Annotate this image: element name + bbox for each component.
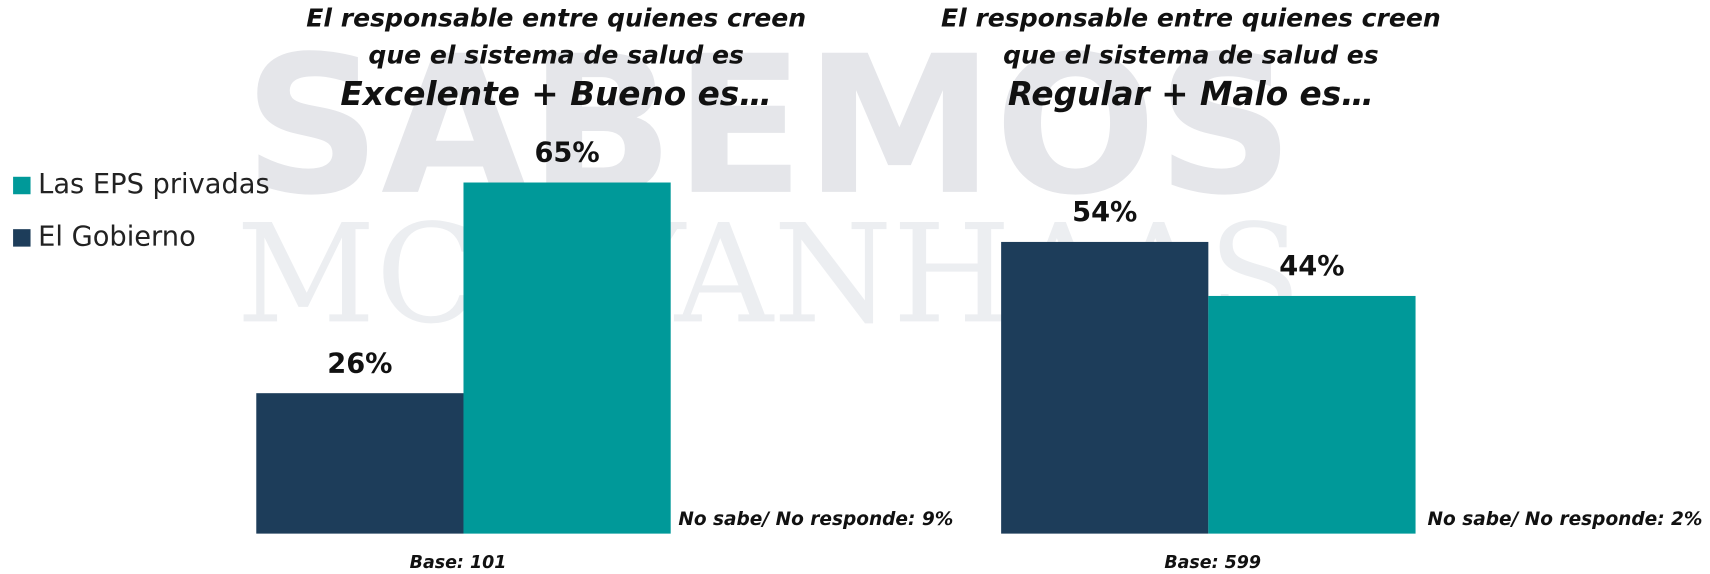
legend-label: El Gobierno <box>38 221 196 252</box>
bar <box>463 182 671 534</box>
annotation: Base: 101 <box>410 553 507 573</box>
chart-title: que el sistema de salud es <box>368 41 744 70</box>
data-label: 65% <box>534 138 599 169</box>
chart-subtitle: Regular + Malo es… <box>1008 75 1374 113</box>
bar <box>1001 241 1209 534</box>
chart-title: que el sistema de salud es <box>1003 41 1379 70</box>
chart-title: El responsable entre quienes creen <box>941 4 1441 33</box>
legend-swatch <box>13 176 31 195</box>
watermark: SABEMOS <box>244 16 1295 238</box>
annotation: No sabe/ No responde: 2% <box>1428 509 1703 530</box>
legend-swatch <box>13 229 31 247</box>
chart-subtitle: Excelente + Bueno es… <box>340 75 772 113</box>
chart-title: El responsable entre quienes creen <box>306 4 806 33</box>
data-label: 26% <box>327 348 392 379</box>
data-label: 54% <box>1072 197 1137 228</box>
annotation: No sabe/ No responde: 9% <box>678 509 953 530</box>
data-label: 44% <box>1279 251 1344 282</box>
bar <box>256 393 464 534</box>
annotation: Base: 599 <box>1164 553 1261 573</box>
bar <box>1208 295 1416 534</box>
legend-label: Las EPS privadas <box>38 169 270 200</box>
